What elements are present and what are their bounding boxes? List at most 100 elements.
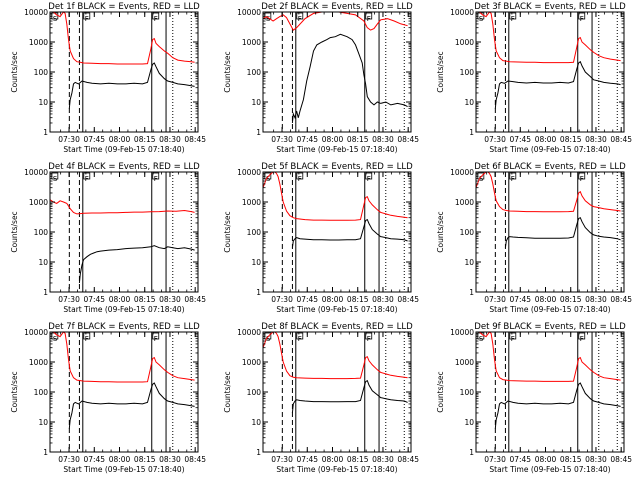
y-tick-label: 10000 [24, 8, 48, 17]
x-tick-label: 07:30 [271, 135, 293, 144]
panel-title: Det 7f BLACK = Events, RED = LLD [48, 322, 200, 332]
y-tick-label: 100 [34, 68, 49, 77]
panel-4: Det 4f BLACK = Events, RED = LLD S F F 1 10 10… [10, 162, 206, 314]
marker-label: F [367, 175, 371, 183]
y-tick-label: 1000 [242, 198, 261, 207]
lld-series-line [50, 11, 195, 65]
plot-frame [475, 11, 625, 133]
marker-label: F [154, 335, 158, 343]
y-axis-title: Counts/sec [436, 51, 445, 92]
x-tick-label: 07:45 [509, 295, 531, 304]
panel-title: Det 3f BLACK = Events, RED = LLD [474, 2, 626, 12]
marker-label: S [479, 15, 484, 23]
lld-series-line [262, 331, 408, 380]
x-tick-label: 08:15 [134, 295, 156, 304]
marker-box [477, 172, 485, 180]
marker-box [578, 12, 586, 20]
panel-1: Det 1f BLACK = Events, RED = LLD S F F 1 10 10… [10, 2, 206, 154]
events-series-line [291, 379, 408, 414]
x-tick-label: 08:00 [322, 455, 344, 464]
y-tick-label: 1000 [242, 358, 261, 367]
panel-2: Det 2f BLACK = Events, RED = LLD S F F 1 10 10… [223, 2, 419, 154]
x-tick-label: 08:00 [535, 455, 557, 464]
y-tick-label: 100 [247, 388, 262, 397]
y-tick-label: 10 [38, 258, 48, 267]
marker-label: F [580, 15, 584, 23]
x-axis-title: Start Time (09-Feb-15 07:18:40) [276, 145, 397, 154]
y-axis: 1 10 100 1000 10000 Counts/sec [223, 168, 411, 297]
y-tick-label: 1000 [29, 198, 48, 207]
y-axis-title: Counts/sec [436, 371, 445, 412]
plot-frame [262, 11, 412, 133]
events-series-line [78, 245, 195, 284]
x-axis-title: Start Time (09-Feb-15 07:18:40) [276, 305, 397, 314]
marker-box [51, 172, 59, 180]
y-tick-label: 100 [460, 228, 475, 237]
events-series-line [291, 33, 408, 124]
y-tick-label: 1000 [242, 38, 261, 47]
lld-series-line [50, 331, 195, 383]
x-tick-label: 08:30 [585, 135, 607, 144]
events-series-line [68, 62, 195, 109]
panel-title: Det 6f BLACK = Events, RED = LLD [474, 162, 626, 172]
marker-box [578, 172, 586, 180]
plot-frame [49, 331, 199, 453]
x-tick-label: 08:30 [372, 295, 394, 304]
y-tick-label: 10000 [450, 8, 474, 17]
marker-label: F [298, 15, 302, 23]
y-axis: 1 10 100 1000 10000 Counts/sec [436, 8, 624, 137]
x-tick-label: 07:45 [83, 295, 105, 304]
x-axis-title: Start Time (09-Feb-15 07:18:40) [489, 465, 610, 474]
x-axis-title: Start Time (09-Feb-15 07:18:40) [63, 305, 184, 314]
events-series-line [494, 60, 621, 109]
x-tick-label: 07:30 [271, 455, 293, 464]
y-tick-label: 1000 [29, 358, 48, 367]
x-tick-label: 08:30 [159, 455, 181, 464]
y-tick-label: 100 [247, 228, 262, 237]
y-tick-label: 10 [464, 98, 474, 107]
y-tick-label: 1000 [455, 358, 474, 367]
panel-title: Det 9f BLACK = Events, RED = LLD [474, 322, 626, 332]
marker-label: F [85, 15, 89, 23]
marker-label: S [266, 335, 271, 343]
y-tick-label: 1 [469, 128, 474, 137]
events-series-line [504, 217, 621, 248]
y-tick-label: 1 [43, 288, 48, 297]
panel-title: Det 4f BLACK = Events, RED = LLD [48, 162, 200, 172]
x-tick-label: 08:30 [372, 455, 394, 464]
marker-label: F [580, 175, 584, 183]
marker-box [296, 172, 304, 180]
marker-box [365, 172, 373, 180]
x-tick-label: 08:15 [560, 455, 582, 464]
y-tick-label: 10 [38, 418, 48, 427]
y-axis-title: Counts/sec [10, 51, 19, 92]
y-tick-label: 10000 [24, 328, 48, 337]
panel-8: Det 8f BLACK = Events, RED = LLD S F F 1 10 10… [223, 322, 419, 474]
panel-title: Det 8f BLACK = Events, RED = LLD [261, 322, 413, 332]
y-tick-label: 100 [34, 228, 49, 237]
marker-label: F [298, 335, 302, 343]
events-series-line [291, 218, 408, 248]
marker-label: F [85, 175, 89, 183]
plot-frame [475, 331, 625, 453]
y-axis: 1 10 100 1000 10000 Counts/sec [10, 8, 198, 137]
y-tick-label: 1 [256, 448, 261, 457]
x-tick-label: 07:30 [58, 455, 80, 464]
x-tick-label: 07:30 [271, 295, 293, 304]
x-axis-title: Start Time (09-Feb-15 07:18:40) [489, 305, 610, 314]
marker-label: F [511, 15, 515, 23]
panel-title: Det 5f BLACK = Events, RED = LLD [261, 162, 413, 172]
y-axis: 1 10 100 1000 10000 Counts/sec [10, 168, 198, 297]
marker-label: S [266, 15, 271, 23]
y-tick-label: 1000 [455, 198, 474, 207]
marker-box [83, 332, 91, 340]
marker-label: F [580, 335, 584, 343]
